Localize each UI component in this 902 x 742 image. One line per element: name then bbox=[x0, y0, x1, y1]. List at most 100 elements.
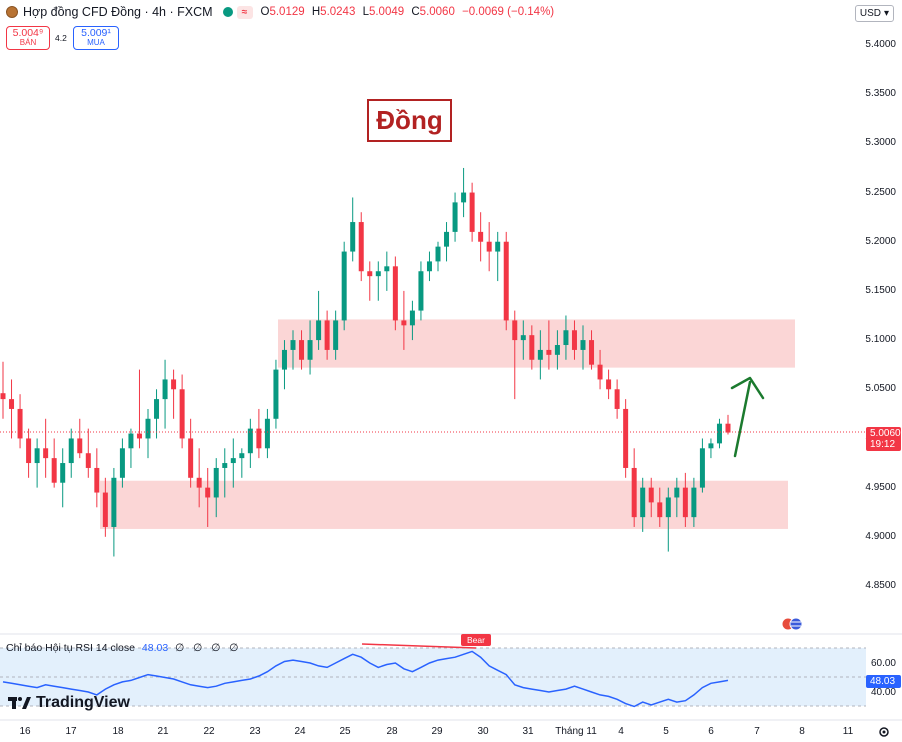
gear-icon[interactable] bbox=[878, 726, 890, 738]
candles-layer bbox=[0, 167, 731, 557]
candle-body bbox=[17, 408, 23, 439]
price-axis-label: 5.1500 bbox=[865, 284, 896, 296]
time-axis-label: 16 bbox=[19, 726, 31, 737]
candle-body bbox=[299, 340, 305, 360]
candle bbox=[699, 438, 705, 493]
candle bbox=[691, 477, 697, 527]
candle-body bbox=[239, 453, 245, 459]
candle bbox=[597, 349, 603, 390]
candle bbox=[171, 369, 177, 419]
time-axis-label: 5 bbox=[663, 726, 669, 737]
candle-body bbox=[213, 467, 219, 498]
candle-body bbox=[264, 418, 270, 449]
price-axis-label: 5.3000 bbox=[865, 137, 896, 149]
resistance-zone bbox=[278, 319, 795, 368]
candle-body bbox=[281, 349, 287, 370]
candle bbox=[375, 261, 381, 301]
candle-body bbox=[665, 497, 671, 518]
time-axis-label: 18 bbox=[112, 726, 124, 737]
bear-divergence-tag: Bear bbox=[461, 634, 491, 646]
candle-body bbox=[580, 340, 586, 350]
candle-body bbox=[571, 330, 577, 350]
time-axis-label: 23 bbox=[249, 726, 261, 737]
candle-body bbox=[333, 320, 339, 350]
candle-body bbox=[682, 487, 688, 518]
candle bbox=[154, 389, 160, 439]
candle-body bbox=[708, 443, 714, 449]
candle-body bbox=[290, 340, 296, 350]
symbol-title[interactable]: Hợp đồng CFD Đồng · 4h · FXCM bbox=[23, 5, 213, 19]
buy-label: MUA bbox=[87, 38, 105, 47]
candle bbox=[648, 477, 654, 518]
candle-body bbox=[94, 467, 100, 493]
candle bbox=[239, 448, 245, 478]
candle bbox=[0, 361, 6, 419]
chart-overlay-title[interactable]: Đồng bbox=[367, 99, 452, 142]
candle-body bbox=[43, 448, 49, 459]
candle-body bbox=[85, 453, 91, 468]
candle bbox=[495, 231, 501, 282]
price-axis-label: 5.4000 bbox=[865, 39, 896, 50]
candle bbox=[716, 418, 722, 449]
candle-body bbox=[606, 379, 612, 390]
candle-body bbox=[9, 399, 15, 409]
sell-label: BÁN bbox=[19, 38, 37, 47]
candle-body bbox=[324, 320, 330, 350]
candle-body bbox=[222, 463, 228, 468]
candle bbox=[205, 467, 211, 527]
delayed-data-icon[interactable]: ≈ bbox=[236, 5, 253, 19]
bar-countdown: 19:12 bbox=[870, 439, 896, 450]
candle bbox=[51, 438, 57, 488]
candle-body bbox=[401, 320, 407, 326]
buy-button[interactable]: 5.009¹ MUA bbox=[73, 26, 119, 50]
candle bbox=[230, 438, 236, 488]
candle bbox=[17, 394, 23, 449]
candle-body bbox=[273, 369, 279, 419]
candle bbox=[444, 222, 450, 262]
candle-body bbox=[426, 261, 432, 272]
tradingview-logo[interactable]: TradingView bbox=[8, 694, 130, 712]
candle bbox=[682, 472, 688, 527]
candle bbox=[341, 241, 347, 331]
candle bbox=[273, 359, 279, 429]
candle-body bbox=[205, 487, 211, 498]
price-axis-label: 4.8500 bbox=[865, 580, 896, 591]
buy-price: 5.009¹ bbox=[81, 27, 111, 39]
market-open-icon bbox=[222, 7, 233, 17]
candle-body bbox=[418, 271, 424, 311]
candle bbox=[324, 310, 330, 360]
time-axis-label: 4 bbox=[618, 726, 624, 737]
candle-body bbox=[520, 335, 526, 341]
rsi-label: Chỉ báo Hội tụ RSI 14 close bbox=[6, 642, 135, 654]
candle bbox=[554, 330, 560, 370]
time-axis-label: Tháng 11 bbox=[555, 726, 597, 737]
candle bbox=[119, 438, 125, 488]
sell-button[interactable]: 5.004⁹ BÁN bbox=[6, 26, 50, 50]
symbol-header[interactable]: Hợp đồng CFD Đồng · 4h · FXCM ≈ O5.0129 … bbox=[6, 5, 554, 19]
candle bbox=[580, 325, 586, 370]
candle-body bbox=[0, 393, 6, 400]
candle-body bbox=[111, 477, 117, 527]
currency-select[interactable]: USD ▾ bbox=[854, 5, 894, 22]
us-flag-icon[interactable] bbox=[781, 617, 803, 631]
candle bbox=[162, 359, 168, 429]
candle bbox=[503, 231, 509, 331]
candle-body bbox=[392, 266, 398, 321]
candle bbox=[196, 448, 202, 508]
candle bbox=[94, 448, 100, 508]
candle bbox=[85, 428, 91, 478]
candle-body bbox=[512, 320, 518, 341]
spread-value: 4.2 bbox=[55, 33, 67, 43]
time-axis-label: 29 bbox=[431, 726, 443, 737]
time-axis-label: 22 bbox=[203, 726, 215, 737]
rsi-line bbox=[2, 650, 729, 708]
candle bbox=[299, 330, 305, 370]
last-price-value: 5.0060 bbox=[870, 428, 901, 439]
last-price-tag: 5.0060 19:12 bbox=[866, 427, 901, 451]
candle-body bbox=[34, 448, 40, 464]
candle bbox=[571, 320, 577, 360]
price-axis-label: 5.2500 bbox=[865, 186, 896, 198]
rsi-legend[interactable]: Chỉ báo Hội tụ RSI 14 close 48.03 ∅ ∅ ∅ … bbox=[6, 642, 241, 654]
candle bbox=[128, 428, 134, 468]
